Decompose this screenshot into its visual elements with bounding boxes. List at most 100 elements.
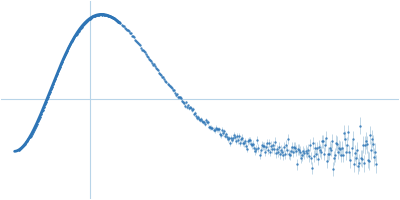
Point	[152, 64, 158, 68]
Point	[138, 46, 144, 50]
Point	[206, 126, 213, 129]
Point	[180, 101, 186, 104]
Point	[262, 145, 269, 149]
Point	[57, 65, 63, 68]
Point	[38, 113, 44, 116]
Point	[105, 14, 112, 17]
Point	[58, 62, 64, 66]
Point	[26, 136, 33, 139]
Point	[52, 77, 58, 80]
Point	[167, 85, 174, 88]
Point	[354, 164, 361, 167]
Point	[308, 166, 315, 169]
Point	[304, 149, 311, 152]
Point	[253, 147, 260, 151]
Point	[157, 72, 164, 76]
Point	[21, 143, 28, 146]
Point	[84, 19, 91, 22]
Point	[102, 13, 108, 16]
Point	[108, 15, 114, 19]
Point	[368, 149, 374, 152]
Point	[45, 95, 51, 98]
Point	[41, 105, 47, 109]
Point	[56, 67, 62, 70]
Point	[198, 117, 204, 120]
Point	[199, 119, 206, 123]
Point	[248, 142, 254, 145]
Point	[142, 51, 148, 54]
Point	[62, 53, 68, 56]
Point	[38, 110, 45, 113]
Point	[107, 15, 114, 18]
Point	[322, 143, 328, 146]
Point	[254, 139, 261, 142]
Point	[324, 160, 330, 163]
Point	[64, 49, 70, 52]
Point	[107, 15, 114, 18]
Point	[111, 16, 118, 20]
Point	[218, 128, 225, 132]
Point	[44, 98, 50, 101]
Point	[158, 73, 164, 76]
Point	[244, 147, 250, 150]
Point	[68, 41, 75, 44]
Point	[23, 141, 30, 144]
Point	[178, 96, 184, 100]
Point	[183, 101, 189, 104]
Point	[118, 23, 125, 27]
Point	[18, 147, 24, 150]
Point	[73, 32, 80, 36]
Point	[96, 13, 102, 16]
Point	[95, 13, 101, 16]
Point	[28, 132, 35, 135]
Point	[124, 28, 130, 31]
Point	[80, 24, 86, 27]
Point	[34, 122, 40, 125]
Point	[98, 13, 104, 16]
Point	[340, 153, 346, 156]
Point	[60, 58, 66, 61]
Point	[149, 62, 155, 65]
Point	[367, 134, 373, 137]
Point	[372, 150, 378, 154]
Point	[348, 147, 355, 150]
Point	[228, 136, 234, 139]
Point	[23, 141, 30, 144]
Point	[332, 153, 338, 157]
Point	[62, 53, 68, 56]
Point	[276, 145, 282, 148]
Point	[70, 37, 77, 40]
Point	[144, 54, 150, 57]
Point	[93, 14, 99, 17]
Point	[34, 119, 41, 123]
Point	[328, 148, 334, 151]
Point	[101, 13, 107, 16]
Point	[95, 13, 101, 16]
Point	[67, 43, 74, 46]
Point	[214, 128, 221, 131]
Point	[196, 117, 202, 121]
Point	[229, 138, 235, 141]
Point	[373, 162, 379, 166]
Point	[32, 124, 39, 128]
Point	[67, 43, 74, 46]
Point	[98, 13, 104, 16]
Point	[241, 142, 247, 145]
Point	[170, 89, 176, 92]
Point	[111, 16, 118, 20]
Point	[325, 152, 331, 155]
Point	[364, 143, 370, 146]
Point	[36, 117, 42, 121]
Point	[341, 131, 348, 134]
Point	[38, 110, 45, 113]
Point	[135, 41, 141, 45]
Point	[272, 140, 278, 144]
Point	[274, 148, 280, 151]
Point	[63, 51, 70, 54]
Point	[365, 158, 371, 161]
Point	[91, 14, 97, 18]
Point	[82, 20, 89, 24]
Point	[42, 103, 48, 106]
Point	[176, 96, 182, 99]
Point	[76, 28, 83, 31]
